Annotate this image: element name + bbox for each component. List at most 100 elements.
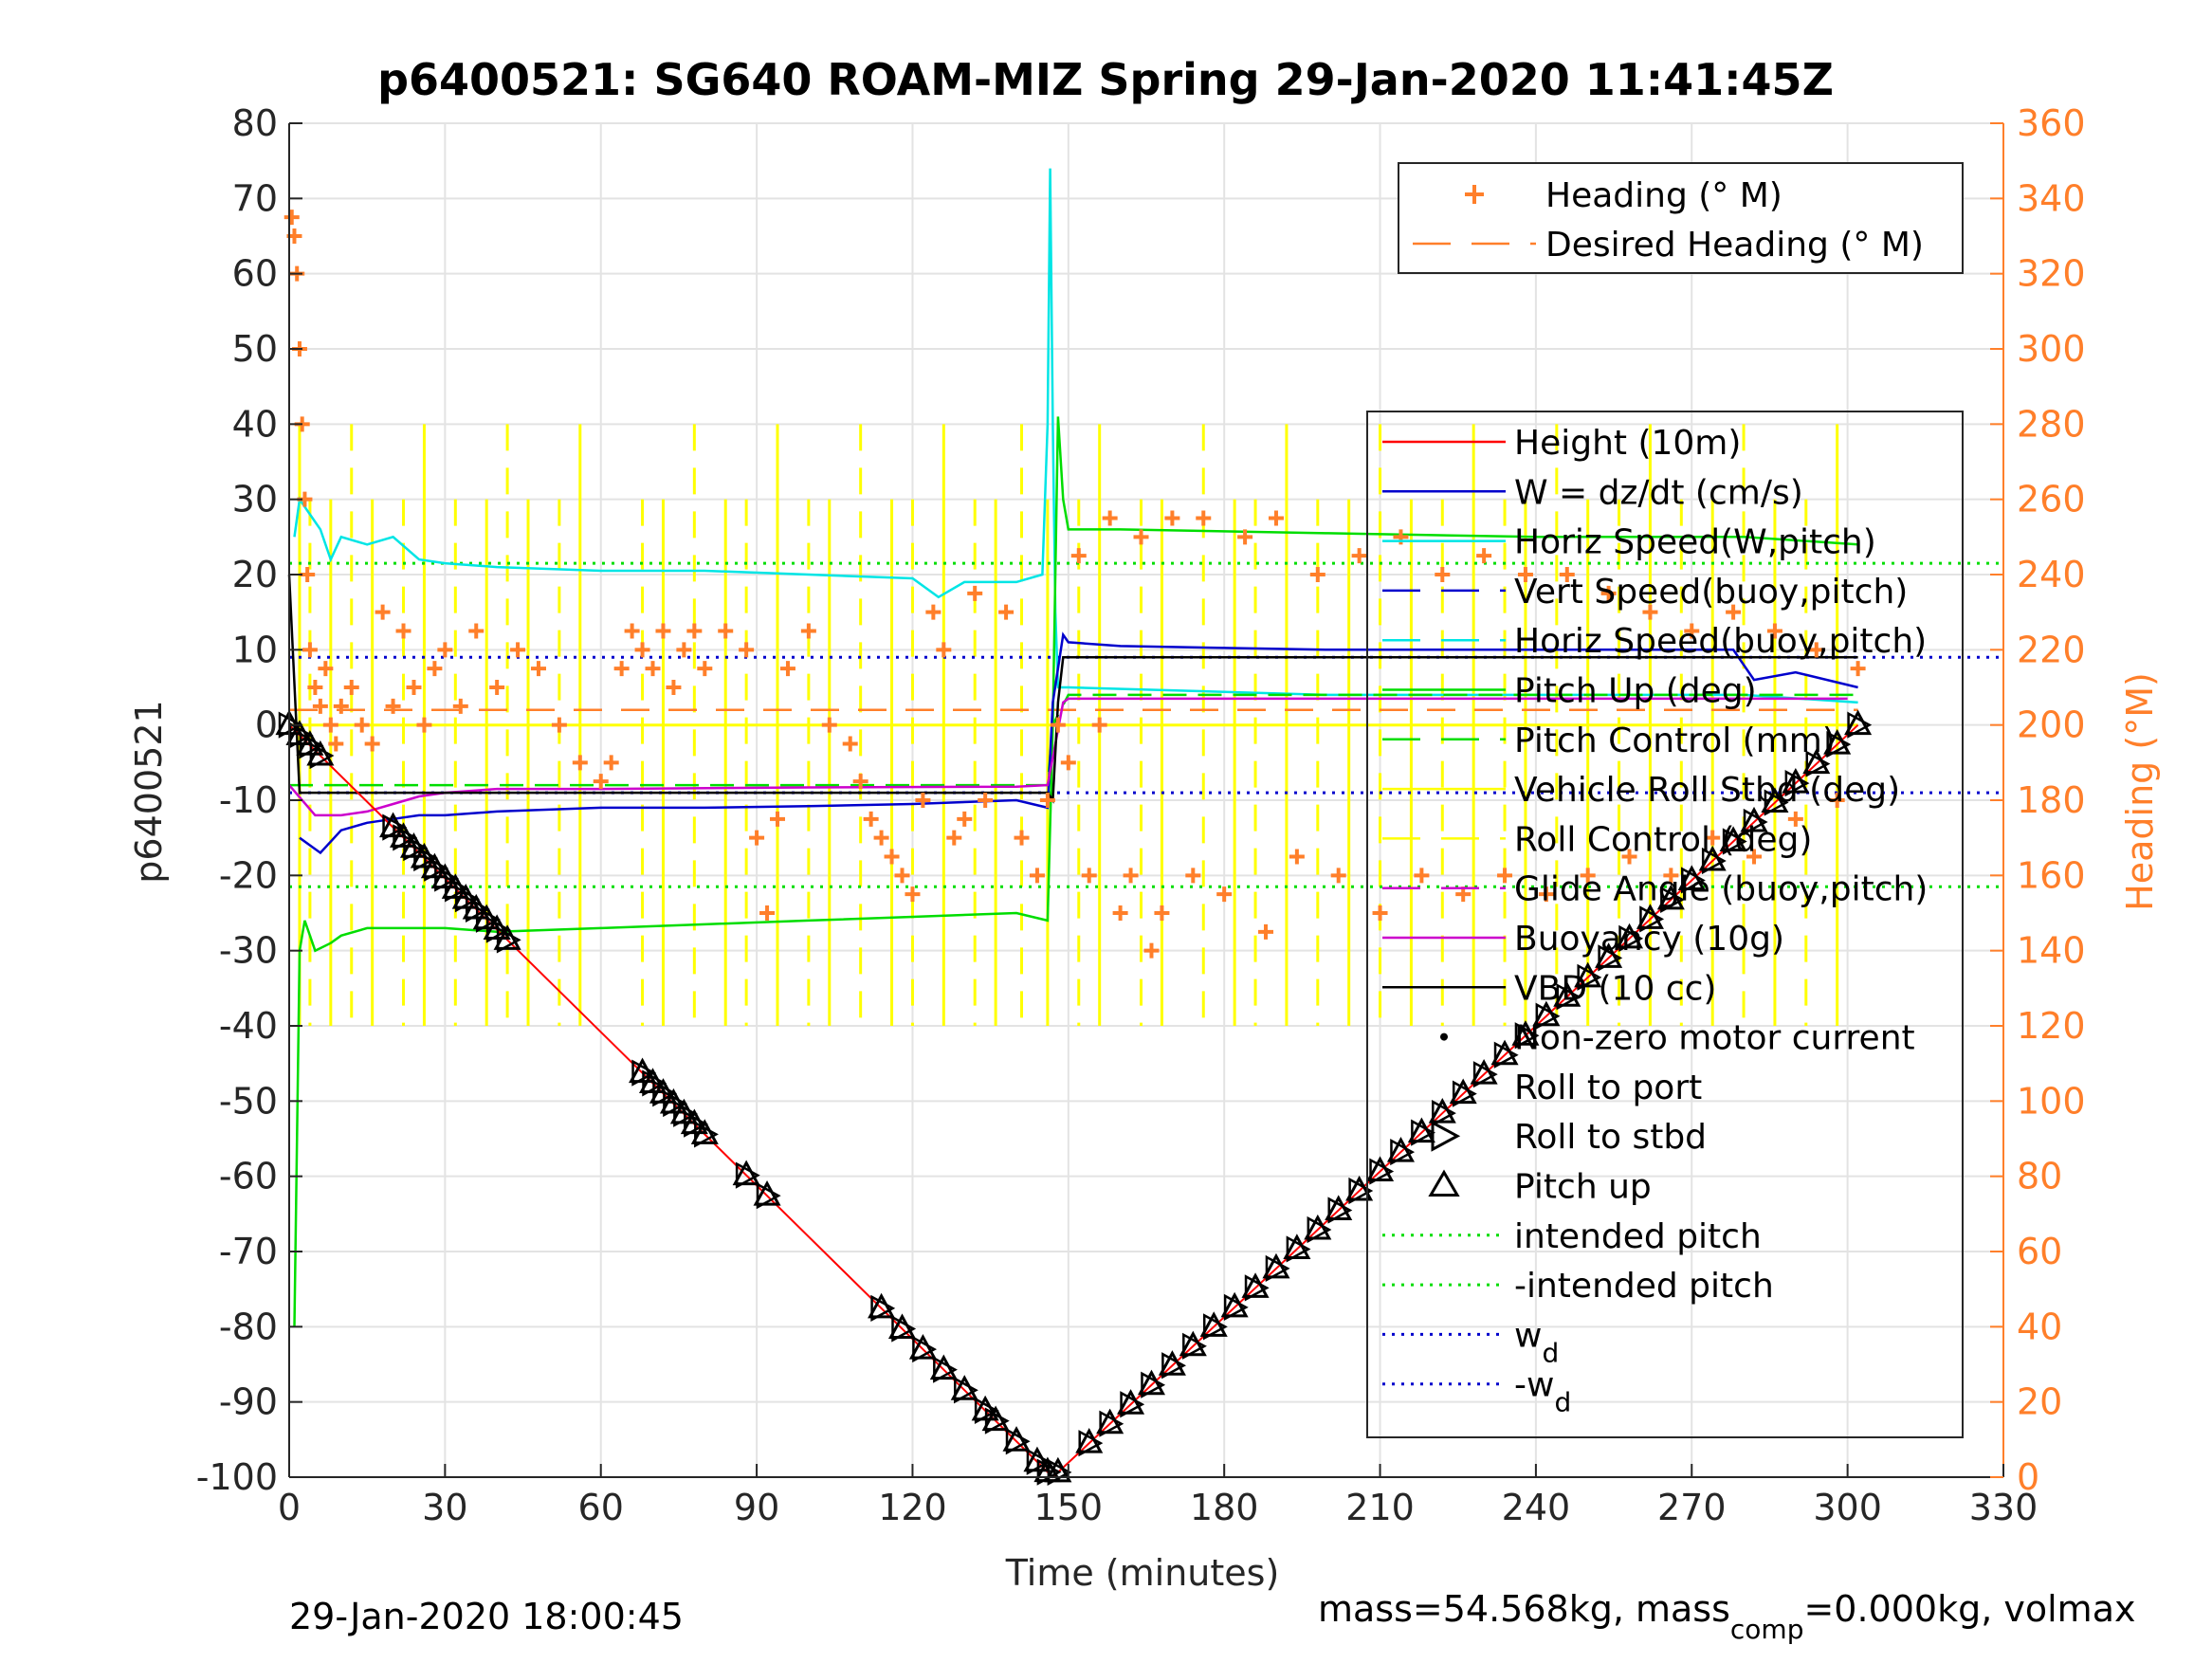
heading-marker <box>1268 510 1284 526</box>
heading-marker <box>1684 623 1700 639</box>
legend-label-text: Pitch Up (deg) <box>1514 672 1757 711</box>
legend-swatch <box>1465 185 1484 204</box>
legend-label-text: Roll Control (deg) <box>1514 820 1812 859</box>
heading-marker <box>437 642 453 658</box>
legend-main: Height (10m) W = dz/dt (cm/s) Horiz Speed(… <box>1366 411 1964 1438</box>
y-tick-label-right: 340 <box>2017 177 2086 219</box>
heading-marker <box>385 698 401 714</box>
y-tick-label-left: -100 <box>196 1456 278 1498</box>
heading-marker <box>905 886 921 903</box>
legend-heading-label: Heading (° M) <box>1545 176 1782 215</box>
legend-label-text: Vehicle Roll Stbd (deg) <box>1514 771 1900 810</box>
x-tick-label: 30 <box>422 1487 467 1528</box>
legend-main-label: -wd <box>1514 1366 1571 1418</box>
axes: 0 30 60 90 120 150 180 210 240 270 300 330807060504… <box>196 102 2086 1528</box>
heading-marker <box>283 210 300 226</box>
heading-marker <box>1497 868 1513 884</box>
roll-stbd-marker <box>694 1121 719 1148</box>
roll-stbd-marker <box>1764 789 1789 816</box>
heading-marker <box>375 604 391 620</box>
heading-marker <box>936 642 952 658</box>
heading-marker <box>427 661 443 677</box>
legend-label-text: Roll to stbd <box>1514 1118 1707 1157</box>
heading-marker <box>967 585 983 601</box>
legend-label-text: Glide Angle (buoy,pitch) <box>1514 870 1928 909</box>
heading-marker <box>1705 830 1721 846</box>
x-tick-label: 120 <box>878 1487 947 1528</box>
y-tick-label-right: 60 <box>2017 1231 2062 1272</box>
footer-mass-pre: mass=54.568kg, mass <box>1318 1588 1730 1630</box>
legend-main-label: Horiz Speed(buoy,pitch) <box>1514 622 1927 661</box>
heading-marker <box>821 717 837 733</box>
roll-stbd-marker <box>1847 711 1873 739</box>
heading-marker <box>718 623 734 639</box>
heading-marker <box>1850 661 1866 677</box>
roll-stbd-marker <box>1598 944 1623 972</box>
roll-stbd-marker <box>309 741 335 770</box>
roll-stbd-marker <box>1202 1313 1228 1341</box>
legend-main-label: Vehicle Roll Stbd (deg) <box>1514 771 1900 810</box>
roll-stbd-marker <box>1432 1100 1456 1127</box>
roll-stbd-marker <box>1681 867 1706 894</box>
heading-marker <box>1029 868 1045 884</box>
legend-heading: Heading (° M) Desired Heading (° M) <box>1398 162 1964 274</box>
y-tick-label-left: 10 <box>232 629 278 670</box>
legend-main-label: Pitch Control (mm) <box>1514 722 1836 760</box>
heading-marker <box>759 905 776 921</box>
heading-marker <box>489 680 505 695</box>
y-tick-label-right: 360 <box>2017 102 2086 144</box>
vbd-line <box>287 574 1858 804</box>
roll-stbd-marker <box>1265 1254 1290 1283</box>
heading-marker <box>343 680 359 695</box>
heading-marker <box>749 830 765 846</box>
y-tick-label-right: 0 <box>2017 1456 2039 1498</box>
legend-main-label: Buoyancy (10g) <box>1514 920 1784 959</box>
roll-stbd-marker <box>1327 1197 1353 1224</box>
legend-swatch <box>1431 1120 1461 1152</box>
heading-marker <box>1102 510 1118 526</box>
y-tick-label-left: -80 <box>219 1306 278 1347</box>
legend-main-box <box>1366 411 1964 1438</box>
legend-main-label: Roll Control (deg) <box>1514 820 1812 859</box>
heading-marker <box>452 698 468 714</box>
roll-stbd-marker <box>1005 1428 1031 1455</box>
roll-stbd-marker <box>1369 1158 1395 1185</box>
y-tick-label-left: -30 <box>219 930 278 972</box>
heading-marker <box>1143 942 1160 959</box>
legend-main-label: Non-zero motor current <box>1514 1019 1915 1058</box>
roll-stbd-marker <box>1161 1352 1187 1380</box>
roll-stbd-marker <box>870 1294 896 1323</box>
heading-marker <box>1517 567 1533 582</box>
heading-marker <box>364 736 380 752</box>
legend-swatch <box>1428 1169 1460 1197</box>
heading-marker <box>1330 868 1346 884</box>
roll-stbd-marker <box>1307 1215 1332 1244</box>
heading-marker <box>1112 905 1128 921</box>
legend-main-label: -intended pitch <box>1514 1267 1774 1306</box>
heading-marker <box>1216 886 1233 903</box>
roll-stbd-marker <box>1514 1022 1540 1050</box>
y-tick-label-right: 100 <box>2017 1080 2086 1122</box>
heading-marker <box>1091 717 1107 733</box>
x-tick-label: 240 <box>1502 1487 1571 1528</box>
heading-marker <box>510 642 526 658</box>
y-tick-label-left: 70 <box>232 177 278 219</box>
heading-marker <box>1621 849 1637 865</box>
heading-marker <box>645 661 661 677</box>
y-tick-label-left: -70 <box>219 1231 278 1272</box>
legend-main-label: Glide Angle (buoy,pitch) <box>1514 870 1928 909</box>
roll-stbd-marker <box>1535 1002 1561 1030</box>
heading-marker <box>1372 905 1388 921</box>
footer-mass-info: mass=54.568kg, masscomp=0.000kg, volmax <box>1318 1588 2135 1645</box>
heading-marker <box>1039 793 1055 808</box>
y-tick-label-right: 280 <box>2017 403 2086 445</box>
heading-marker <box>1351 548 1367 564</box>
roll-stbd-marker <box>1099 1410 1124 1437</box>
legend-main-label: Pitch up <box>1514 1168 1652 1207</box>
roll-stbd-marker <box>1223 1293 1249 1321</box>
legend-label-text: w <box>1514 1316 1542 1355</box>
heading-marker <box>593 774 609 790</box>
y-tick-label-left: 40 <box>232 403 278 445</box>
heading-marker <box>1014 830 1030 846</box>
